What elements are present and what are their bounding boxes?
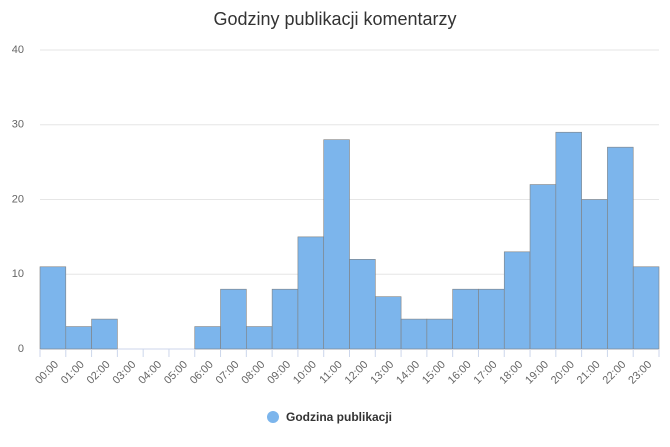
bar xyxy=(426,318,453,350)
x-tick-label: 00:00 xyxy=(33,359,61,387)
x-tick-label: 09:00 xyxy=(265,359,293,387)
x-tick-label: 19:00 xyxy=(523,359,551,387)
y-tick-label: 0 xyxy=(18,343,24,355)
x-tick-label: 11:00 xyxy=(317,359,344,386)
bar xyxy=(39,266,67,350)
x-tick-label: 21:00 xyxy=(575,359,603,387)
x-tick-label: 15:00 xyxy=(420,359,448,387)
bar xyxy=(400,318,428,350)
bar xyxy=(529,184,557,350)
bar xyxy=(65,326,92,350)
x-tick-label: 03:00 xyxy=(110,359,138,387)
x-tick-label: 05:00 xyxy=(162,359,190,387)
y-tick-label: 20 xyxy=(12,193,24,205)
x-tick-label: 20:00 xyxy=(549,359,577,387)
bar xyxy=(632,266,660,350)
y-tick-label: 10 xyxy=(12,268,24,280)
bar xyxy=(478,288,505,350)
bar xyxy=(246,326,273,350)
y-tick-label: 30 xyxy=(12,119,24,131)
x-tick-label: 16:00 xyxy=(446,359,474,387)
x-tick-label: 08:00 xyxy=(239,359,267,387)
legend-label: Godzina publikacji xyxy=(286,410,392,424)
x-tick-label: 01:00 xyxy=(59,359,87,387)
x-tick-label: 06:00 xyxy=(188,359,216,387)
x-tick-label: 02:00 xyxy=(85,359,113,387)
x-tick-label: 07:00 xyxy=(214,359,242,387)
bar xyxy=(503,251,531,350)
bar xyxy=(349,258,376,350)
x-tick-label: 10:00 xyxy=(291,359,319,387)
bar xyxy=(607,146,634,350)
y-tick-label: 40 xyxy=(12,44,24,56)
bar xyxy=(220,288,247,350)
bar xyxy=(374,296,402,350)
x-tick-label: 13:00 xyxy=(368,359,396,387)
x-tick-label: 14:00 xyxy=(394,359,422,387)
bar xyxy=(581,199,608,350)
bar xyxy=(452,288,479,350)
legend-marker xyxy=(267,411,279,423)
x-tick-label: 17:00 xyxy=(472,359,500,387)
bar xyxy=(91,318,118,350)
bar xyxy=(555,131,582,350)
bar xyxy=(271,288,299,350)
bar xyxy=(297,236,325,350)
x-tick-label: 12:00 xyxy=(343,359,371,387)
chart-title: Godziny publikacji komentarzy xyxy=(213,9,456,29)
x-tick-label: 04:00 xyxy=(136,359,164,387)
x-tick-label: 18:00 xyxy=(497,359,525,387)
x-tick-label: 22:00 xyxy=(601,359,629,387)
bar xyxy=(323,139,350,350)
bar xyxy=(194,326,221,350)
x-tick-label: 23:00 xyxy=(626,359,654,387)
